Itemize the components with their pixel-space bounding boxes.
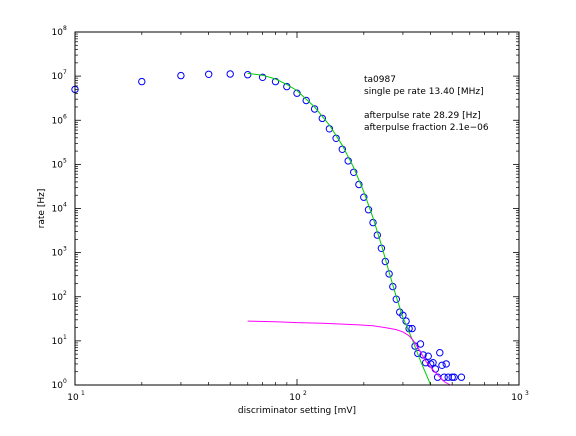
series-layer — [71, 70, 466, 386]
data-point — [416, 340, 425, 348]
data-point — [355, 180, 363, 189]
data-point — [450, 373, 458, 381]
y-tick-label: 10 — [52, 381, 64, 391]
x-tick-exponent: 3 — [525, 390, 529, 397]
y-tick-exponent: 2 — [63, 290, 67, 297]
annotation-text: afterpulse rate 28.29 [Hz] — [364, 111, 481, 121]
annotation-text: single pe rate 13.40 [MHz] — [364, 87, 484, 97]
data-point — [138, 77, 146, 86]
data-point — [429, 359, 437, 367]
x-tick-label: 10 — [67, 393, 79, 403]
data-point — [364, 206, 373, 214]
data-point — [419, 351, 427, 359]
data-point — [302, 96, 310, 105]
data-point — [440, 373, 448, 381]
y-tick-label: 10 — [52, 28, 64, 38]
y-tick-exponent: 4 — [63, 202, 67, 209]
data-point — [226, 70, 234, 78]
annotations-layer: ta0987 single pe rate 13.40 [MHz] afterpul… — [364, 75, 489, 133]
data-point — [350, 168, 358, 177]
data-point — [442, 360, 450, 368]
x-tick-label: 10 — [511, 393, 523, 403]
annotation-text: afterpulse fraction 2.1e−06 — [364, 123, 489, 133]
y-tick-label: 10 — [52, 116, 64, 126]
y-tick-label: 10 — [52, 337, 64, 347]
x-tick-label: 10 — [289, 393, 301, 403]
y-tick-exponent: 6 — [63, 113, 67, 120]
data-point — [244, 71, 252, 79]
fit-line-1 — [247, 72, 432, 386]
data-point — [424, 352, 432, 360]
y-tick-label: 10 — [52, 249, 64, 259]
data-point — [310, 105, 319, 113]
y-tick-exponent: 1 — [63, 334, 67, 341]
y-tick-exponent: 8 — [63, 25, 67, 32]
data-point — [205, 70, 213, 79]
x-tick-exponent: 2 — [303, 390, 307, 397]
data-point — [271, 77, 280, 86]
y-tick-label: 10 — [52, 293, 64, 303]
y-tick-label: 10 — [52, 72, 64, 82]
data-point — [177, 71, 185, 80]
data-point — [258, 73, 267, 82]
data-point — [436, 349, 444, 357]
data-point — [438, 361, 446, 369]
y-axis-label: rate [Hz] — [37, 189, 47, 229]
data-point — [369, 218, 377, 227]
x-tick-exponent: 1 — [81, 390, 85, 397]
data-point — [448, 373, 456, 381]
x-axis-label: discriminator setting [mV] — [238, 406, 356, 416]
y-tick-exponent: 5 — [63, 157, 67, 164]
data-point — [360, 193, 368, 201]
y-tick-exponent: 0 — [63, 378, 67, 385]
y-tick-exponent: 3 — [63, 246, 67, 253]
data-point — [422, 359, 430, 367]
data-point — [318, 114, 326, 123]
data-point — [457, 373, 466, 381]
ticks-layer: 10 1 10 2 10 310 010 110 210 310 410 510 610 710 8 — [52, 25, 529, 403]
y-tick-exponent: 7 — [63, 69, 67, 76]
data-point — [408, 324, 416, 333]
fit-line-2 — [247, 320, 451, 386]
annotation-text: ta0987 — [364, 75, 396, 85]
y-tick-label: 10 — [52, 205, 64, 215]
y-tick-label: 10 — [52, 160, 64, 170]
